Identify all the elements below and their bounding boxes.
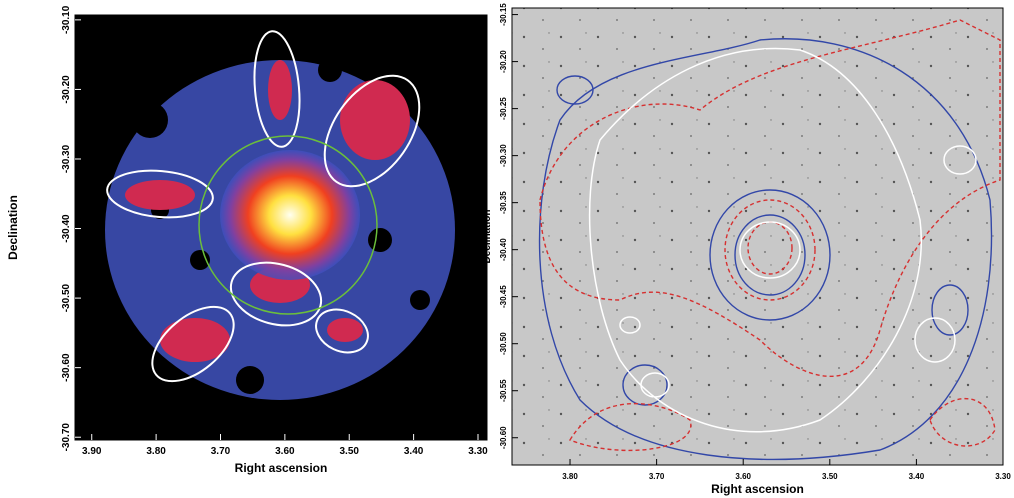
x-tick-label: 3.40: [909, 472, 925, 481]
y-tick-label: -30.10: [61, 5, 72, 34]
x-tick-label: 3.80: [562, 472, 578, 481]
x-tick-label: 3.40: [404, 446, 424, 457]
x-axis-label: Right ascension: [235, 461, 328, 475]
optical-image: [512, 8, 1003, 465]
x-tick-label: 3.70: [649, 472, 665, 481]
y-tick-label: -30.35: [499, 191, 508, 214]
x-tick-label: 3.90: [82, 446, 102, 457]
y-tick-label: -30.50: [499, 332, 508, 355]
y-axis-label: Declination: [6, 195, 20, 260]
y-tick-label: -30.40: [499, 238, 508, 261]
y-tick-label: -30.70: [61, 423, 72, 452]
x-tick-label: 3.50: [340, 446, 360, 457]
y-tick-label: -30.20: [61, 75, 72, 104]
figure: 3.90 3.80 3.70 3.60 3.50 3.40 3.30 -30.10 -30.20…: [0, 0, 1014, 498]
y-tick-label: -30.20: [499, 50, 508, 73]
y-tick-label: -30.25: [499, 97, 508, 120]
y-axis-label: Declination: [482, 210, 493, 264]
x-tick-label: 3.30: [468, 446, 488, 457]
y-tick-label: -30.15: [499, 3, 508, 26]
x-axis-label: Right ascension: [711, 482, 804, 496]
x-tick-label: 3.80: [146, 446, 166, 457]
y-tick-label: -30.30: [61, 144, 72, 173]
x-tick-label: 3.60: [735, 472, 751, 481]
y-tick-label: -30.55: [499, 379, 508, 402]
y-tick-label: -30.60: [61, 353, 72, 382]
y-tick-label: -30.30: [499, 144, 508, 167]
x-tick-label: 3.30: [995, 472, 1011, 481]
y-tick-label: -30.60: [499, 426, 508, 449]
y-tick-label: -30.40: [61, 214, 72, 243]
xray-image: [60, 0, 495, 450]
x-tick-label: 3.60: [275, 446, 295, 457]
y-tick-label: -30.50: [61, 283, 72, 312]
y-tick-label: -30.45: [499, 285, 508, 308]
x-tick-label: 3.70: [211, 446, 231, 457]
x-tick-label: 3.50: [822, 472, 838, 481]
